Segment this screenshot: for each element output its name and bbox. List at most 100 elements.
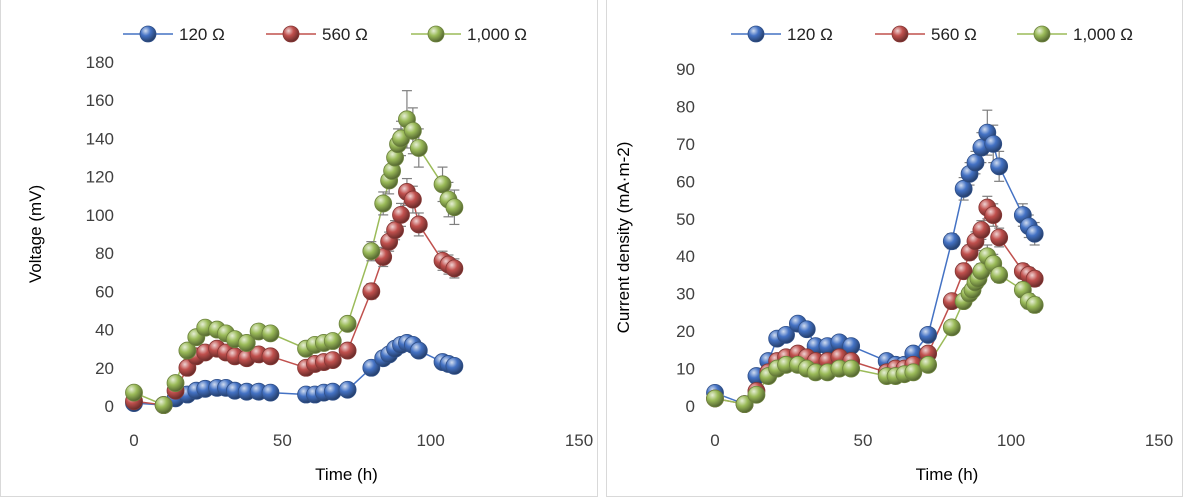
- data-point: [1025, 269, 1044, 288]
- y-tick-label: 40: [95, 321, 114, 340]
- legend-marker: [282, 25, 300, 43]
- data-point: [942, 318, 961, 337]
- data-point: [990, 157, 1009, 176]
- voltage-chart-panel: 0 20 40 60 80 100 120 140 160 180 0 50 100 150 Time (h…: [0, 0, 598, 497]
- legend-marker: [427, 25, 445, 43]
- legend-label: 560 Ω: [931, 25, 977, 44]
- data-point: [261, 383, 280, 402]
- data-point: [261, 324, 280, 343]
- x-tick-label: 0: [129, 431, 138, 450]
- data-point: [409, 215, 428, 234]
- y-tick-label: 10: [676, 360, 695, 379]
- data-point: [392, 205, 410, 224]
- y-tick-label: 140: [86, 129, 114, 148]
- legend-marker: [891, 25, 909, 43]
- data-point: [178, 341, 197, 360]
- y-tick-label: 40: [676, 247, 695, 266]
- legend-label: 120 Ω: [179, 25, 225, 44]
- data-point: [797, 320, 816, 339]
- current-density-chart-panel: 0 10 20 30 40 50 60 70 80 90 0 50 100 150 Time (h) Curr…: [606, 0, 1183, 497]
- data-point: [990, 228, 1009, 247]
- y-tick-label: 80: [676, 97, 695, 116]
- y-tick-label: 50: [676, 210, 695, 229]
- data-point: [338, 341, 357, 360]
- data-point: [735, 395, 754, 414]
- legend-marker: [1033, 25, 1051, 43]
- data-point: [261, 347, 280, 366]
- data-point: [919, 325, 938, 344]
- data-point: [842, 359, 861, 378]
- data-point: [984, 134, 1003, 153]
- data-point: [125, 383, 143, 402]
- data-point: [433, 175, 452, 194]
- data-point: [323, 382, 342, 401]
- legend-marker: [747, 25, 765, 43]
- data-point: [1025, 224, 1044, 243]
- data-point: [706, 389, 724, 408]
- data-point: [338, 314, 357, 333]
- data-point: [972, 221, 991, 239]
- x-tick-label: 100: [997, 431, 1025, 450]
- data-point: [747, 385, 766, 404]
- data-point: [990, 266, 1009, 284]
- y-tick-label: 30: [676, 285, 695, 304]
- data-point: [362, 282, 381, 301]
- data-point: [919, 355, 938, 374]
- x-axis-title: Time (h): [916, 465, 979, 484]
- data-point: [445, 356, 464, 375]
- x-tick-label: 100: [416, 431, 444, 450]
- y-tick-label: 70: [676, 135, 695, 154]
- x-tick-label: 150: [565, 431, 593, 450]
- y-axis-title: Current density (mA·m-2): [614, 142, 633, 334]
- data-point: [954, 262, 973, 281]
- x-tick-label: 50: [273, 431, 292, 450]
- y-tick-label: 20: [95, 359, 114, 378]
- data-point: [403, 121, 422, 140]
- y-tick-label: 160: [86, 91, 114, 110]
- y-tick-label: 90: [676, 60, 695, 79]
- data-point: [338, 380, 357, 399]
- data-point: [166, 374, 185, 392]
- voltage-chart: 0 20 40 60 80 100 120 140 160 180 0 50 100 150 Time (h…: [26, 25, 593, 484]
- x-tick-label: 0: [710, 431, 719, 450]
- data-point: [237, 334, 256, 352]
- x-tick-label: 150: [1145, 431, 1173, 450]
- data-point: [966, 153, 985, 172]
- y-tick-label: 0: [686, 397, 695, 416]
- data-point: [409, 139, 428, 157]
- data-point: [362, 242, 381, 261]
- data-point: [445, 259, 464, 278]
- legend-label: 1,000 Ω: [467, 25, 527, 44]
- data-point: [362, 358, 381, 377]
- y-tick-label: 80: [95, 244, 114, 263]
- x-axis-title: Time (h): [315, 465, 378, 484]
- data-point: [984, 206, 1003, 224]
- data-point: [154, 396, 173, 414]
- legend-label: 1,000 Ω: [1073, 25, 1133, 44]
- data-point: [1025, 295, 1044, 314]
- data-point: [445, 198, 464, 217]
- legend-marker: [139, 25, 157, 43]
- legend-label: 560 Ω: [322, 25, 368, 44]
- y-tick-label: 180: [86, 53, 114, 72]
- y-axis-title: Voltage (mV): [26, 185, 45, 283]
- data-point: [386, 221, 404, 240]
- data-point: [954, 179, 973, 198]
- data-point: [777, 325, 795, 344]
- y-tick-label: 100: [86, 206, 114, 225]
- data-point: [403, 190, 422, 209]
- y-tick-label: 0: [105, 397, 114, 416]
- y-tick-label: 120: [86, 168, 114, 187]
- data-point: [374, 194, 393, 213]
- y-tick-label: 20: [676, 322, 695, 341]
- y-tick-label: 60: [676, 172, 695, 191]
- data-point: [904, 363, 923, 382]
- y-tick-label: 60: [95, 282, 114, 301]
- data-point: [942, 232, 961, 251]
- current-density-chart: 0 10 20 30 40 50 60 70 80 90 0 50 100 150 Time (h) Curr…: [614, 25, 1173, 484]
- data-point: [409, 341, 428, 360]
- legend-label: 120 Ω: [787, 25, 833, 44]
- x-tick-label: 50: [854, 431, 873, 450]
- data-point: [323, 332, 342, 350]
- data-point: [323, 351, 342, 370]
